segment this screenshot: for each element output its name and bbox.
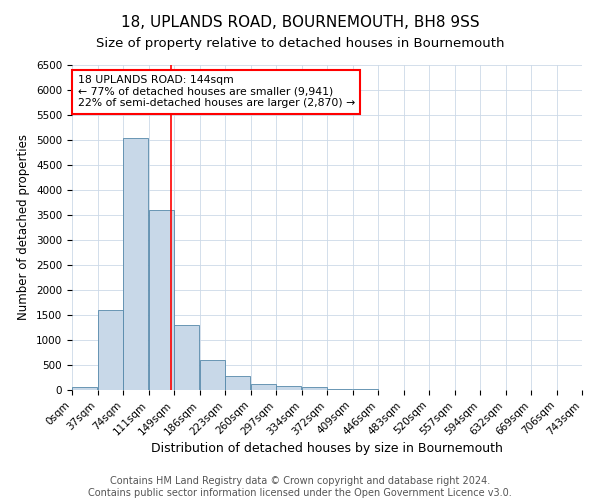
Bar	[276, 386, 301, 390]
Y-axis label: Number of detached properties: Number of detached properties	[17, 134, 31, 320]
Text: 18, UPLANDS ROAD, BOURNEMOUTH, BH8 9SS: 18, UPLANDS ROAD, BOURNEMOUTH, BH8 9SS	[121, 15, 479, 30]
X-axis label: Distribution of detached houses by size in Bournemouth: Distribution of detached houses by size …	[151, 442, 503, 455]
Bar	[149, 210, 174, 390]
Bar	[353, 389, 378, 390]
Text: Contains HM Land Registry data © Crown copyright and database right 2024.
Contai: Contains HM Land Registry data © Crown c…	[88, 476, 512, 498]
Bar	[327, 388, 352, 390]
Bar	[174, 325, 199, 390]
Bar	[200, 360, 225, 390]
Bar	[98, 310, 123, 390]
Bar	[123, 138, 148, 390]
Text: 18 UPLANDS ROAD: 144sqm
← 77% of detached houses are smaller (9,941)
22% of semi: 18 UPLANDS ROAD: 144sqm ← 77% of detache…	[77, 75, 355, 108]
Bar	[251, 384, 276, 390]
Text: Size of property relative to detached houses in Bournemouth: Size of property relative to detached ho…	[96, 38, 504, 51]
Bar	[225, 376, 250, 390]
Bar	[302, 387, 327, 390]
Bar	[72, 387, 97, 390]
